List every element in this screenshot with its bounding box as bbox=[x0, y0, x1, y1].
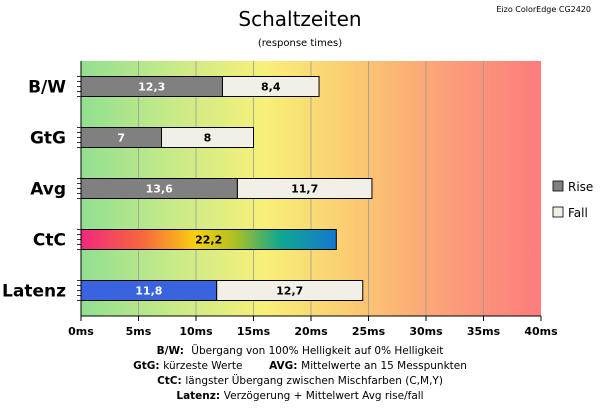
category-label-b-w: B/W bbox=[28, 78, 66, 98]
x-tick-label: 40ms bbox=[524, 325, 558, 338]
legend: Rise Fall bbox=[552, 180, 593, 220]
note-gtg-key: GtG bbox=[133, 360, 155, 372]
value-label-fall-b-w: 8,4 bbox=[261, 81, 281, 94]
value-label-rise-gtg: 7 bbox=[117, 132, 125, 145]
x-tick-label: 0ms bbox=[68, 325, 94, 338]
value-label-rise-avg: 13,6 bbox=[146, 183, 173, 196]
note-gtg-sep: : bbox=[155, 360, 163, 372]
x-tick-label: 20ms bbox=[294, 325, 328, 338]
note-ctc: CtC: längster Übergang zwischen Mischfar… bbox=[157, 374, 443, 387]
legend-label-fall: Fall bbox=[568, 206, 588, 220]
x-tick-label: 10ms bbox=[179, 325, 213, 338]
category-label-ctc: CtC bbox=[33, 231, 66, 251]
note-latenz: Latenz: Verzögerung + Mittelwert Avg ris… bbox=[176, 390, 423, 402]
note-latenz-key: Latenz bbox=[176, 390, 216, 402]
note-avg-text: Mittelwerte an 15 Messpunkten bbox=[301, 360, 467, 372]
legend-label-rise: Rise bbox=[568, 180, 593, 194]
note-ctc-text: längster Übergang zwischen Mischfarben (… bbox=[185, 374, 443, 387]
note-avg-sep: : bbox=[293, 360, 301, 372]
x-tick-label: 30ms bbox=[409, 325, 443, 338]
x-tick-label: 15ms bbox=[237, 325, 271, 338]
note-latenz-text: Verzögerung + Mittelwert Avg rise/fall bbox=[224, 390, 424, 402]
value-label-rise-latenz: 11,8 bbox=[135, 285, 162, 298]
bar-fall-b-w bbox=[221, 76, 320, 97]
notes: B/W: Übergang von 100% Helligkeit auf 0%… bbox=[133, 344, 467, 402]
value-label-fall-avg: 11,7 bbox=[291, 183, 318, 196]
note-bw-key: B/W bbox=[157, 345, 181, 357]
note-gap bbox=[242, 360, 269, 372]
note-ctc-key: CtC bbox=[157, 375, 178, 387]
note-avg-key: AVG bbox=[269, 360, 293, 372]
category-label-gtg: GtG bbox=[30, 129, 66, 149]
note-gtg: GtG: kürzeste Werte AVG: Mittelwerte an … bbox=[133, 360, 467, 372]
x-tick-label: 35ms bbox=[467, 325, 501, 338]
note-bw-sep: : bbox=[180, 345, 192, 357]
x-tick-label: 25ms bbox=[352, 325, 386, 338]
x-tick-label: 5ms bbox=[126, 325, 152, 338]
legend-swatch-fall bbox=[552, 206, 564, 218]
value-label-rise-b-w: 12,3 bbox=[138, 81, 165, 94]
legend-swatch-rise bbox=[552, 180, 564, 192]
value-label-fall-gtg: 8 bbox=[204, 132, 212, 145]
chart-subtitle: (response times) bbox=[258, 38, 342, 49]
category-label-latenz: Latenz bbox=[2, 282, 66, 302]
category-label-avg: Avg bbox=[30, 180, 66, 200]
note-bw: B/W: Übergang von 100% Helligkeit auf 0%… bbox=[157, 344, 444, 357]
bar-fall-latenz bbox=[216, 280, 364, 301]
bar-fall-avg bbox=[236, 178, 373, 199]
note-bw-text: Übergang von 100% Helligkeit auf 0% Hell… bbox=[191, 344, 443, 357]
note-gtg-text: kürzeste Werte bbox=[163, 360, 242, 372]
value-label-rise-ctc: 22,2 bbox=[195, 234, 222, 247]
chart-title: Schaltzeiten bbox=[238, 7, 361, 31]
x-axis: 0ms 5ms 10ms 15ms 20ms 25ms 30ms 35ms 40ms bbox=[68, 61, 558, 338]
note-latenz-sep: : bbox=[216, 390, 224, 402]
note-ctc-sep: : bbox=[178, 375, 186, 387]
brand-label: Eizo ColorEdge CG2420 bbox=[496, 5, 591, 14]
bar-fall-gtg bbox=[161, 127, 254, 148]
category-labels: B/W GtG Avg CtC Latenz bbox=[2, 76, 81, 302]
value-label-fall-latenz: 12,7 bbox=[276, 285, 303, 298]
